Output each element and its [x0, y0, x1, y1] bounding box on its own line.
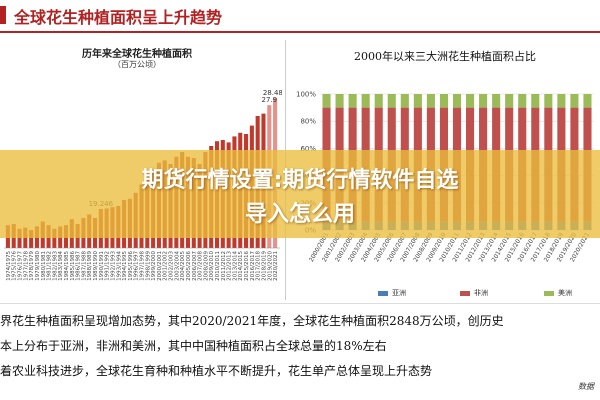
- x-tick-label: 1991/1992: [105, 251, 111, 281]
- left-chart-title: 历年来全球花生种植面积: [82, 49, 192, 60]
- x-tick-label: 2015/2016: [244, 251, 250, 281]
- x-tick-label: 2016/2017: [250, 251, 256, 281]
- right-legend: 亚洲 非洲 美洲: [300, 286, 590, 300]
- x-tick-label: 2012/2013: [227, 251, 233, 281]
- x-tick-label: 2007/2008: [198, 251, 204, 281]
- x-tick-label: 1994/1995: [122, 251, 128, 281]
- x-tick-label: 2020/2021: [273, 251, 279, 281]
- y-tick-label: 60%: [300, 145, 316, 153]
- x-tick-label: 1990/1991: [99, 251, 105, 281]
- y-tick-label: 80%: [300, 118, 316, 126]
- x-tick-label: 1974/1975: [6, 251, 12, 281]
- x-tick-label: 2014/2015: [238, 251, 244, 281]
- segment-美洲-2019/2020: [570, 94, 579, 108]
- legend-swatch-americas: [544, 291, 554, 296]
- x-tick-label: 2006/2007: [192, 251, 198, 281]
- x-tick-label: 2011/2012: [221, 251, 227, 281]
- segment-美洲-2018/2019: [557, 94, 566, 108]
- segment-美洲-2005/2006: [387, 94, 396, 108]
- x-tick-label: 2017/2018: [256, 251, 262, 281]
- segment-美洲-2017/2018: [544, 94, 553, 108]
- x-tick-label: 1976/1977: [18, 251, 24, 281]
- body-text-line-3: 着农业科技进步，全球花生育种和种植水平不断提升，花生单产总体呈现上升态势: [0, 364, 433, 378]
- x-tick-label: 2004/2005: [180, 251, 186, 281]
- overlay-banner: 期货行情设置:期货行情软件自选 导入怎么用: [0, 150, 600, 238]
- x-tick-label: 1996/1997: [134, 251, 140, 281]
- x-tick-label: 1993/1994: [116, 251, 122, 281]
- segment-美洲-2006/2007: [400, 94, 409, 108]
- segment-美洲-2002/2003: [348, 94, 357, 108]
- x-tick-label: 2008/2009: [203, 251, 209, 281]
- y-tick-label: 100%: [296, 91, 316, 99]
- x-tick-label: 1987/1988: [81, 251, 87, 281]
- x-tick-label: 2001/2002: [163, 251, 169, 281]
- segment-美洲-2009/2010: [439, 94, 448, 108]
- legend-label-africa: 非洲: [474, 289, 488, 297]
- segment-美洲-2003/2004: [361, 94, 370, 108]
- x-tick-label: 1984/1985: [64, 251, 70, 281]
- segment-美洲-2000/2001: [322, 94, 331, 108]
- data-label: 27.9: [261, 96, 277, 104]
- overlay-title-line-2: 导入怎么用: [244, 202, 355, 227]
- bar-1976/1977: [17, 228, 22, 248]
- segment-美洲-2007/2008: [413, 94, 422, 108]
- x-tick-label: 1978/1979: [29, 251, 35, 281]
- x-tick-label: 1982/1983: [52, 251, 58, 281]
- x-tick-label: 1999/2000: [151, 251, 157, 281]
- x-tick-label: 1975/1976: [12, 251, 18, 281]
- x-tick-label: 2010/2011: [215, 251, 221, 281]
- x-tick-label: 1977/1978: [23, 251, 29, 281]
- segment-美洲-2004/2005: [374, 94, 383, 108]
- source-note: 数据: [578, 382, 594, 391]
- x-tick-label: 2002/2003: [169, 251, 175, 281]
- x-tick-label: 2009/2010: [209, 251, 215, 281]
- legend-swatch-asia: [378, 291, 388, 296]
- header-accent-mark: [0, 6, 6, 24]
- x-tick-label: 2003/2004: [174, 251, 180, 281]
- x-tick-label: 1979/1980: [35, 251, 41, 281]
- x-tick-label: 1980/1981: [41, 251, 47, 281]
- x-tick-label: 1983/1984: [58, 251, 64, 281]
- header-rule: [0, 31, 600, 33]
- x-tick-label: 1998/1999: [145, 251, 151, 281]
- x-tick-label: 1988/1989: [87, 251, 93, 281]
- page-header: 全球花生种植面积呈上升趋势: [0, 0, 600, 30]
- x-tick-label: 1981/1982: [47, 251, 53, 281]
- x-tick-label: 2019/2020: [267, 251, 273, 281]
- legend-label-asia: 亚洲: [392, 289, 406, 297]
- bar-1978/1979: [29, 230, 34, 248]
- x-tick-label: 1989/1990: [93, 251, 99, 281]
- data-label: 28.485: [263, 89, 282, 97]
- segment-美洲-2015/2016: [518, 94, 527, 108]
- bar-1982/1983: [52, 228, 57, 248]
- segment-美洲-2014/2015: [505, 94, 514, 108]
- overlay-title-line-1: 期货行情设置:期货行情软件自选: [141, 168, 459, 193]
- segment-美洲-2012/2013: [479, 94, 488, 108]
- x-tick-label: 2005/2006: [186, 251, 192, 281]
- x-tick-label: 1985/1986: [70, 251, 76, 281]
- legend-label-americas: 美洲: [558, 289, 572, 297]
- page-title: 全球花生种植面积呈上升趋势: [14, 8, 223, 27]
- x-tick-label: 1992/1993: [110, 251, 116, 281]
- x-tick-label: 1986/1987: [76, 251, 82, 281]
- x-tick-label: 2013/2014: [232, 251, 238, 281]
- segment-美洲-2008/2009: [426, 94, 435, 108]
- x-tick-label: 1995/1996: [128, 251, 134, 281]
- segment-美洲-2001/2002: [335, 94, 344, 108]
- x-tick-label: 1997/1998: [140, 251, 146, 281]
- segment-美洲-2010/2011: [452, 94, 462, 108]
- segment-美洲-2011/2012: [466, 94, 475, 108]
- segment-美洲-2013/2014: [492, 94, 501, 108]
- x-tick-label: 2000/2001: [157, 251, 163, 281]
- segment-美洲-2020/2021: [583, 94, 592, 108]
- x-tick-label: 2018/2019: [261, 251, 267, 281]
- left-chart-unit: （百万公顷）: [113, 60, 161, 69]
- body-separator: [0, 303, 600, 304]
- segment-美洲-2016/2017: [531, 94, 540, 108]
- body-text-line-2: 本上分布于亚洲，非洲和美洲，其中中国种植面积占全球总量的18%左右: [0, 339, 387, 353]
- legend-swatch-africa: [460, 291, 470, 296]
- body-text-line-1: 界花生种植面积呈现增加态势，其中2020/2021年度，全球花生种植面积2848…: [0, 314, 504, 328]
- right-chart-title: 2000年以来三大洲花生种植面积占比: [354, 50, 536, 63]
